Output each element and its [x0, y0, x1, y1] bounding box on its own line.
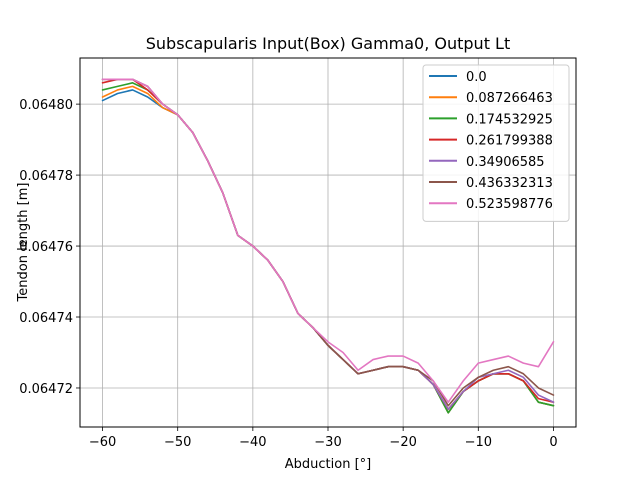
legend-label: 0.523598776	[466, 197, 553, 212]
series-layer	[101, 78, 555, 414]
y-tick-label: 0.06480	[19, 98, 73, 113]
x-axis-label: Abduction [°]	[285, 457, 371, 472]
y-tick-label: 0.06478	[19, 169, 73, 184]
legend-label: 0.436332313	[466, 176, 553, 191]
legend-label: 0.261799388	[466, 134, 553, 149]
y-tick-label: 0.06472	[19, 382, 73, 397]
legend-label: 0.174532925	[466, 112, 553, 127]
x-tick-label: 0	[549, 435, 557, 450]
x-tick-label: −50	[164, 435, 191, 450]
y-tick-label: 0.06474	[19, 311, 73, 326]
ticks: −60 −50 −40 −30 −20 −10 0 0.06472 0.06474 0.06476…	[19, 98, 557, 450]
series-line-6	[101, 78, 555, 403]
chart-title: Subscapularis Input(Box) Gamma0, Output …	[146, 34, 511, 53]
x-tick-label: −20	[389, 435, 416, 450]
legend-label: 0.087266463	[466, 91, 553, 106]
x-tick-label: −60	[89, 435, 116, 450]
x-tick-label: −40	[239, 435, 266, 450]
x-tick-label: −10	[465, 435, 492, 450]
legend-box	[422, 64, 570, 222]
y-axis-label: Tendon length [m]	[16, 183, 31, 303]
y-tick-label: 0.06476	[19, 240, 73, 255]
x-tick-label: −30	[314, 435, 341, 450]
legend-label: 0.0	[466, 70, 487, 85]
legend-label: 0.34906585	[466, 155, 545, 170]
legend: 0.0 0.087266463 0.174532925 0.261799388 0.34…	[422, 64, 570, 222]
